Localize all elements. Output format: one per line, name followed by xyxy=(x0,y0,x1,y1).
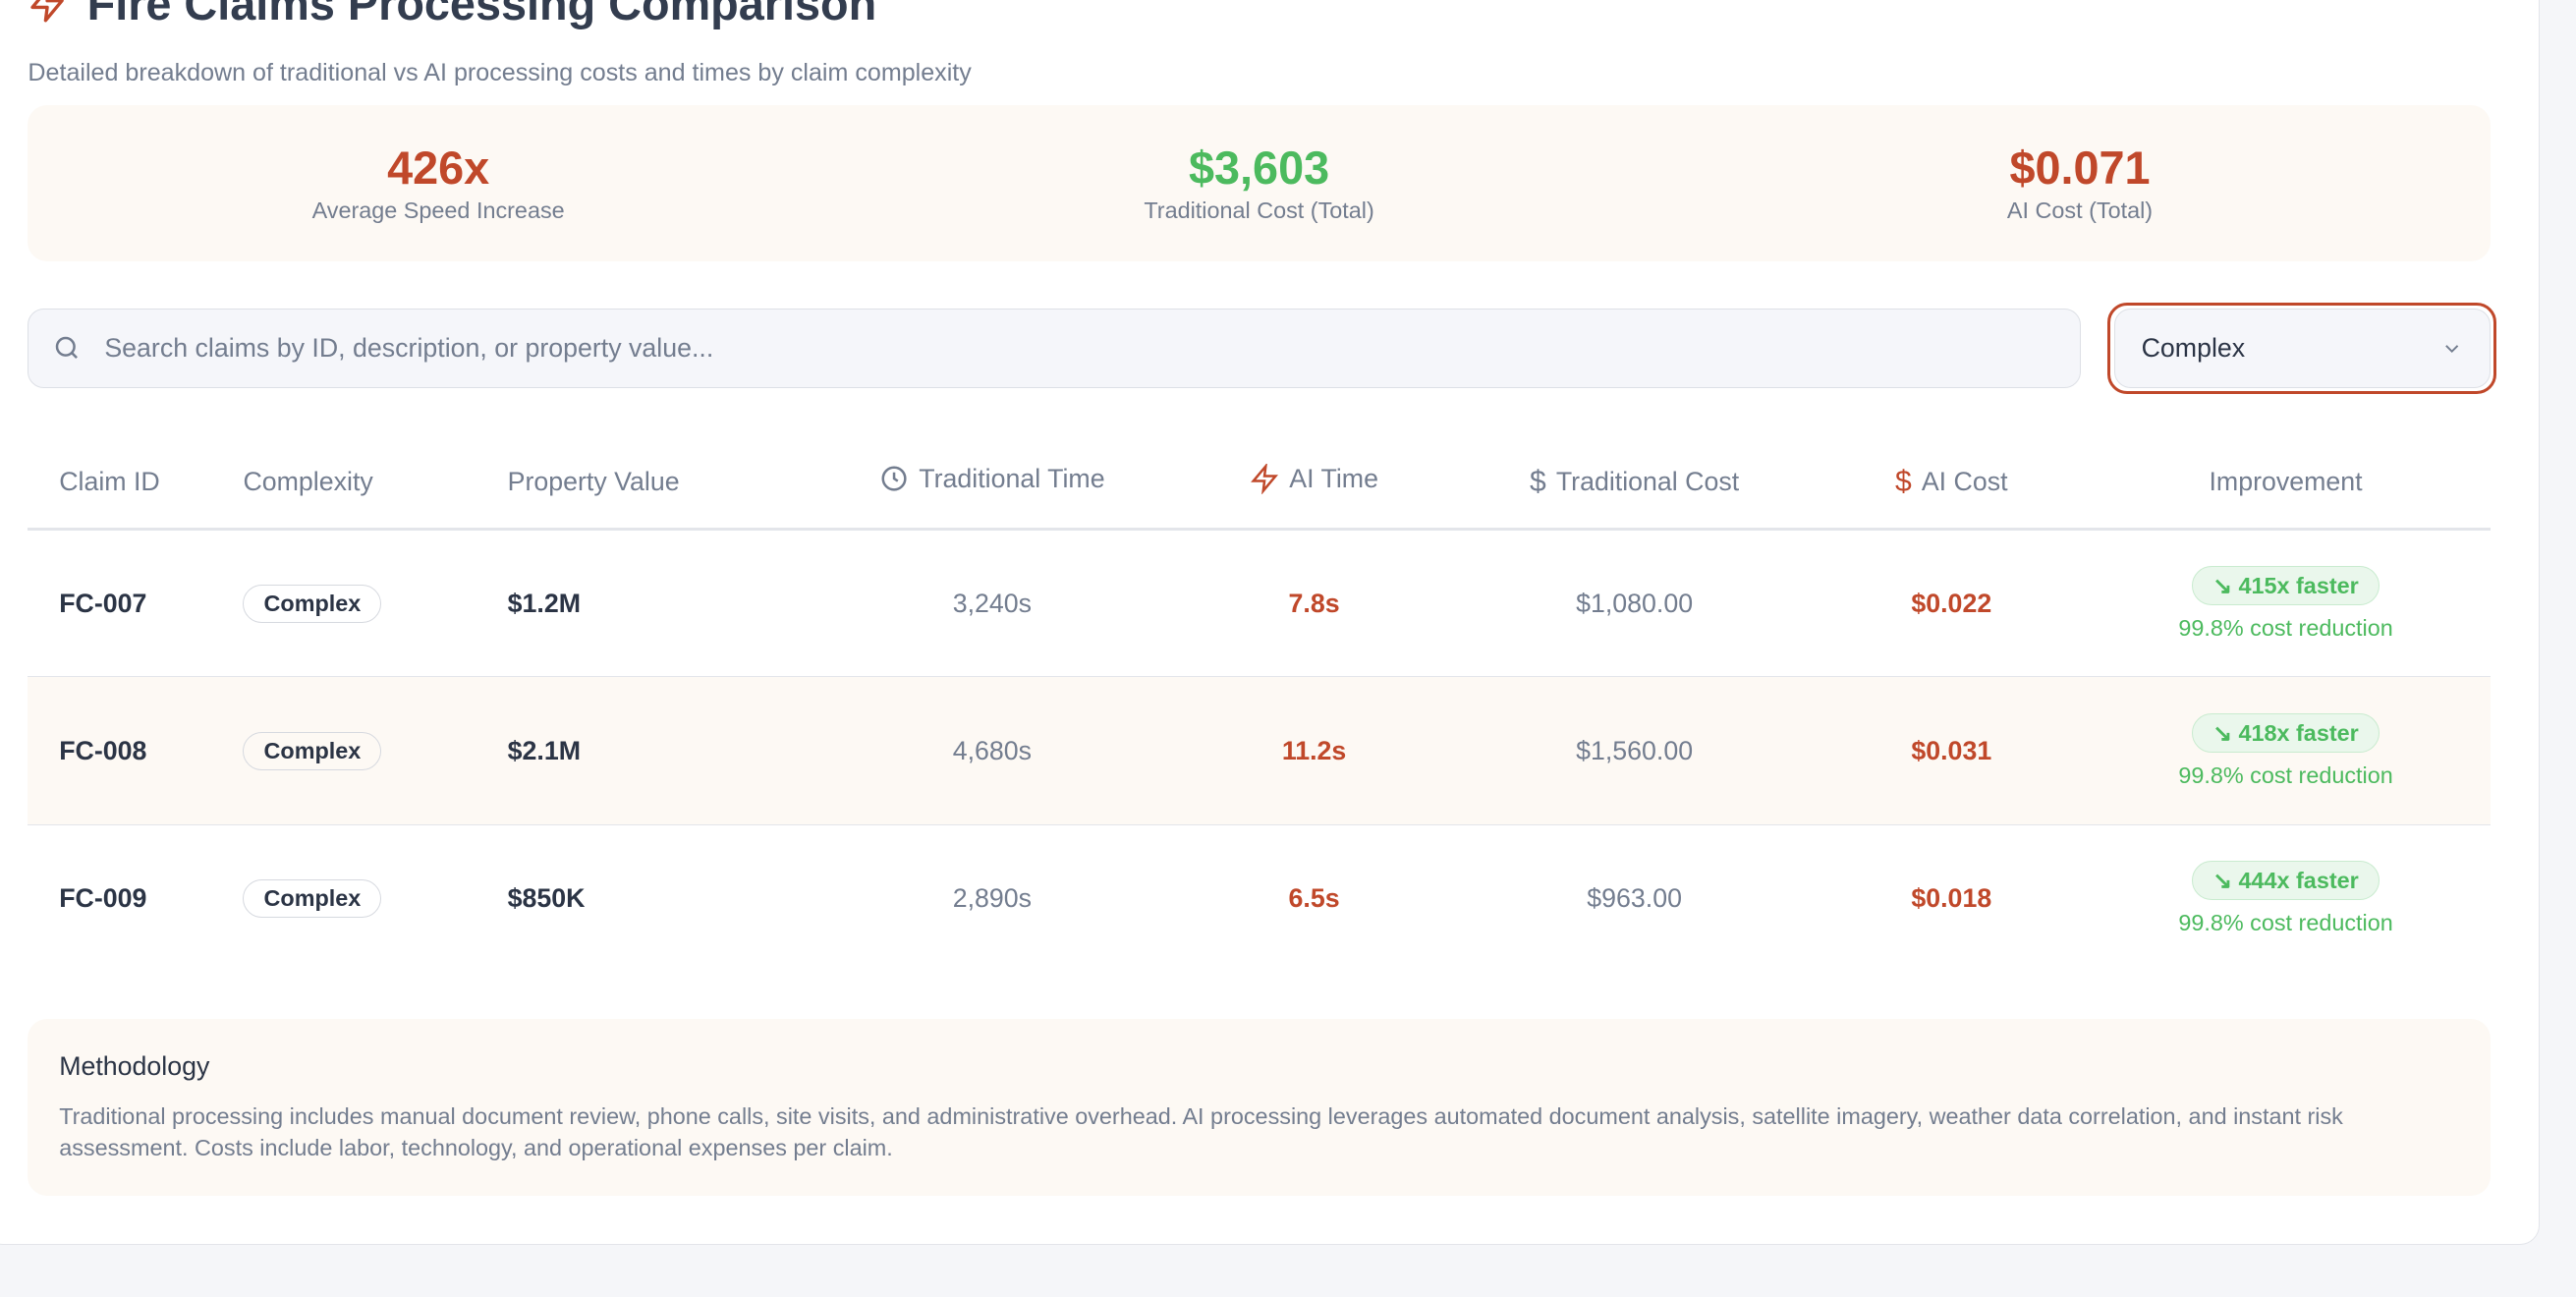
col-property-value[interactable]: Property Value xyxy=(507,436,804,531)
traditional-cost: $1,080.00 xyxy=(1447,529,1822,678)
select-focus-ring xyxy=(2107,302,2497,395)
page-title: Fire Claims Processing Comparison xyxy=(28,0,876,30)
cost-reduction: 99.8% cost reduction xyxy=(2178,761,2393,788)
dollar-icon: $ xyxy=(1895,465,1912,498)
cost-reduction: 99.8% cost reduction xyxy=(2178,910,2393,936)
stat-speed: 426x Average Speed Increase xyxy=(28,105,848,261)
methodology-title: Methodology xyxy=(59,1051,210,1082)
property-value: $2.1M xyxy=(507,676,804,825)
ai-cost: $0.022 xyxy=(1821,529,2082,678)
stat-traditional-cost: $3,603 Traditional Cost (Total) xyxy=(849,105,1669,261)
clock-icon xyxy=(881,466,907,492)
complexity-badge: Complex xyxy=(243,731,382,770)
traditional-time: 4,680s xyxy=(803,676,1182,825)
stat-label: AI Cost (Total) xyxy=(2006,197,2154,224)
lightning-icon xyxy=(1251,464,1279,494)
dollar-icon: $ xyxy=(1530,465,1546,498)
header-label: AI Time xyxy=(1289,464,1378,494)
stat-label: Traditional Cost (Total) xyxy=(1144,197,1374,224)
methodology-text: Traditional processing includes manual d… xyxy=(59,1103,2343,1160)
methodology-box: Methodology Traditional processing inclu… xyxy=(28,1018,2491,1197)
header-label: Traditional Time xyxy=(919,464,1105,494)
select-value: Complex xyxy=(2141,332,2246,363)
ai-time: 11.2s xyxy=(1181,676,1447,825)
property-value: $1.2M xyxy=(507,529,804,678)
stat-value: 426x xyxy=(387,141,490,194)
table-header: Claim ID Complexity Property Value Tradi… xyxy=(28,436,2491,531)
chevron-down-icon xyxy=(2444,344,2458,353)
complexity-cell: Complex xyxy=(243,676,508,825)
header-label: AI Cost xyxy=(1921,467,2008,497)
col-complexity[interactable]: Complexity xyxy=(243,436,508,531)
traditional-cost: $1,560.00 xyxy=(1447,676,1822,825)
complexity-cell: Complex xyxy=(243,529,508,678)
stat-value: $0.071 xyxy=(2009,141,2151,194)
traditional-time: 2,890s xyxy=(952,883,1033,914)
col-traditional-time[interactable]: Traditional Time xyxy=(803,436,1182,531)
improvement-cell: ↘ 418x faster 99.8% cost reduction xyxy=(2081,676,2491,825)
trend-down-icon: ↘ xyxy=(2212,719,2239,746)
search-icon xyxy=(55,337,78,360)
traditional-time: 3,240s xyxy=(803,529,1182,678)
col-ai-cost[interactable]: $ AI Cost xyxy=(1821,436,2082,531)
table-row[interactable]: FC-007 Complex $1.2M 3,240s 7.8s $1,080.… xyxy=(28,529,2491,678)
speed-badge: ↘ 415x faster xyxy=(2192,565,2380,605)
trend-down-icon: ↘ xyxy=(2212,868,2239,894)
lightning-icon xyxy=(30,0,65,22)
ai-cost: $0.031 xyxy=(1821,676,2082,825)
complexity-badge: Complex xyxy=(243,879,382,919)
speed-text: 415x faster xyxy=(2238,572,2359,598)
col-improvement[interactable]: Improvement xyxy=(2081,436,2491,531)
claim-id: FC-008 xyxy=(28,676,244,825)
cost-reduction: 99.8% cost reduction xyxy=(2178,614,2393,641)
improvement-cell: ↘ 415x faster 99.8% cost reduction xyxy=(2081,529,2491,678)
claim-id: FC-009 xyxy=(59,883,147,914)
table-row[interactable]: FC-008 Complex $2.1M 4,680s 11.2s $1,560… xyxy=(28,676,2491,825)
search-box[interactable] xyxy=(28,309,2082,388)
claims-table: Claim ID Complexity Property Value Tradi… xyxy=(28,436,2491,973)
traditional-cost: $963.00 xyxy=(1587,883,1682,914)
property-value: $850K xyxy=(507,883,586,914)
subtitle: Detailed breakdown of traditional vs AI … xyxy=(28,59,972,87)
col-claim-id[interactable]: Claim ID xyxy=(28,436,244,531)
col-ai-time[interactable]: AI Time xyxy=(1181,436,1447,531)
trend-down-icon: ↘ xyxy=(2212,572,2239,598)
table-row[interactable]: FC-009 Complex $850K 2,890s 6.5s $963.00… xyxy=(28,824,2490,972)
complexity-filter-select[interactable]: Complex xyxy=(2113,309,2491,388)
search-input[interactable] xyxy=(104,332,2081,364)
ai-time: 6.5s xyxy=(1288,883,1340,914)
speed-text: 418x faster xyxy=(2238,719,2359,746)
header-label: Traditional Cost xyxy=(1555,467,1740,497)
claim-id: FC-007 xyxy=(28,529,244,678)
stat-value: $3,603 xyxy=(1189,141,1330,194)
speed-badge: ↘ 444x faster xyxy=(2192,861,2380,901)
improvement-cell: ↘ 444x faster 99.8% cost reduction xyxy=(2081,824,2490,972)
ai-cost: $0.018 xyxy=(1911,883,1992,914)
ai-time: 7.8s xyxy=(1181,529,1447,678)
title-text: Fire Claims Processing Comparison xyxy=(86,0,877,29)
speed-badge: ↘ 418x faster xyxy=(2192,712,2380,753)
complexity-badge: Complex xyxy=(243,584,382,623)
stat-label: Average Speed Increase xyxy=(311,197,565,224)
speed-text: 444x faster xyxy=(2238,868,2359,894)
summary-stats: 426x Average Speed Increase $3,603 Traditi… xyxy=(28,105,2491,261)
complexity-cell: Complex xyxy=(243,824,507,972)
stat-ai-cost: $0.071 AI Cost (Total) xyxy=(1669,105,2490,261)
col-traditional-cost[interactable]: $ Traditional Cost xyxy=(1447,436,1822,531)
